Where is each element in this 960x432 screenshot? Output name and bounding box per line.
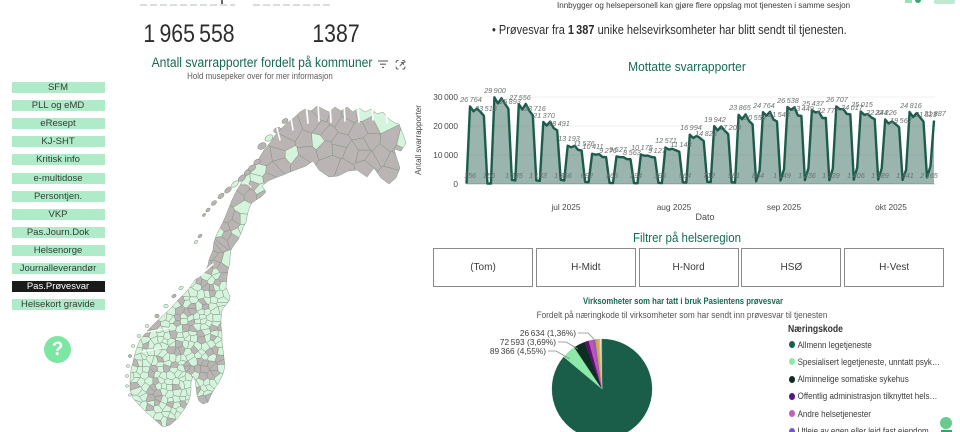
svg-text:21 523: 21 523: [914, 110, 937, 119]
svg-text:30 000: 30 000: [433, 92, 458, 102]
svg-text:24 017: 24 017: [840, 103, 864, 112]
svg-text:1 341: 1 341: [896, 171, 914, 180]
svg-text:1 239: 1 239: [822, 171, 840, 180]
svg-text:395: 395: [654, 171, 667, 180]
svg-text:11 143: 11 143: [670, 140, 691, 149]
svg-text:Antall svarrapporter: Antall svarrapporter: [414, 105, 423, 175]
svg-text:23 513: 23 513: [474, 104, 497, 113]
svg-text:19 567: 19 567: [890, 116, 913, 125]
svg-text:21 887: 21 887: [923, 109, 947, 118]
svg-text:23 449: 23 449: [791, 104, 814, 113]
svg-text:jul 2025: jul 2025: [550, 202, 580, 212]
svg-text:sep 2025: sep 2025: [767, 202, 802, 212]
svg-text:12 571: 12 571: [655, 136, 677, 145]
svg-text:29 900: 29 900: [483, 86, 506, 95]
svg-text:692: 692: [581, 171, 593, 180]
svg-text:Dato: Dato: [695, 212, 714, 222]
svg-text:22 344: 22 344: [865, 108, 888, 117]
svg-text:10 000: 10 000: [433, 150, 458, 160]
svg-text:564: 564: [679, 171, 691, 180]
svg-text:25 015: 25 015: [850, 100, 874, 109]
svg-text:294: 294: [629, 171, 642, 180]
svg-text:25 893: 25 893: [498, 97, 521, 106]
svg-text:21 370: 21 370: [532, 111, 555, 120]
svg-text:1 406: 1 406: [847, 171, 866, 180]
svg-text:0: 0: [453, 179, 458, 189]
svg-text:24 764: 24 764: [752, 101, 775, 110]
svg-text:26 538: 26 538: [776, 96, 800, 105]
svg-text:10 175: 10 175: [631, 143, 654, 152]
svg-text:864: 864: [752, 171, 764, 180]
svg-text:14 828: 14 828: [695, 129, 718, 138]
svg-text:365: 365: [606, 171, 619, 180]
svg-text:9 127: 9 127: [648, 146, 667, 155]
svg-text:20 000: 20 000: [433, 121, 458, 131]
svg-text:156: 156: [464, 171, 477, 180]
svg-text:17 200: 17 200: [719, 123, 741, 132]
svg-text:2 165: 2 165: [919, 171, 939, 180]
svg-text:712: 712: [703, 171, 715, 180]
svg-text:8 563: 8 563: [623, 148, 641, 157]
svg-text:26 707: 26 707: [825, 95, 849, 104]
svg-text:89 366 (4,55%): 89 366 (4,55%): [490, 346, 546, 356]
svg-text:1 149: 1 149: [773, 171, 791, 180]
svg-text:21 543: 21 543: [767, 110, 790, 119]
svg-text:1 356: 1 356: [554, 171, 573, 180]
svg-text:22 226: 22 226: [874, 108, 898, 117]
svg-text:1 335: 1 335: [505, 171, 524, 180]
svg-text:11 576: 11 576: [573, 139, 595, 148]
svg-text:23 865: 23 865: [728, 103, 752, 112]
svg-text:10 411: 10 411: [582, 142, 603, 151]
svg-text:19 942: 19 942: [704, 115, 726, 124]
svg-text:1 389: 1 389: [871, 171, 889, 180]
svg-text:aug 2025: aug 2025: [657, 202, 692, 212]
svg-text:25 437: 25 437: [801, 99, 825, 108]
svg-text:26 764: 26 764: [459, 95, 482, 104]
svg-text:9 527: 9 527: [609, 145, 628, 154]
svg-text:1 236: 1 236: [798, 171, 817, 180]
svg-text:72 593 (3,69%): 72 593 (3,69%): [500, 337, 556, 347]
svg-text:20 559: 20 559: [743, 113, 766, 122]
svg-text:18 491: 18 491: [548, 119, 570, 128]
svg-text:16 994: 16 994: [680, 123, 702, 132]
svg-text:23 716: 23 716: [523, 104, 547, 113]
svg-text:581: 581: [728, 171, 740, 180]
svg-text:okt 2025: okt 2025: [875, 202, 907, 212]
svg-text:1 183: 1 183: [529, 171, 547, 180]
svg-text:9 276: 9 276: [599, 146, 618, 155]
svg-text:22 777: 22 777: [816, 106, 840, 115]
svg-text:24 816: 24 816: [899, 101, 923, 110]
svg-text:27 556: 27 556: [508, 93, 532, 102]
svg-text:26 634 (1,36%): 26 634 (1,36%): [520, 328, 576, 338]
svg-text:13 193: 13 193: [558, 134, 580, 143]
svg-text:156: 156: [483, 171, 496, 180]
